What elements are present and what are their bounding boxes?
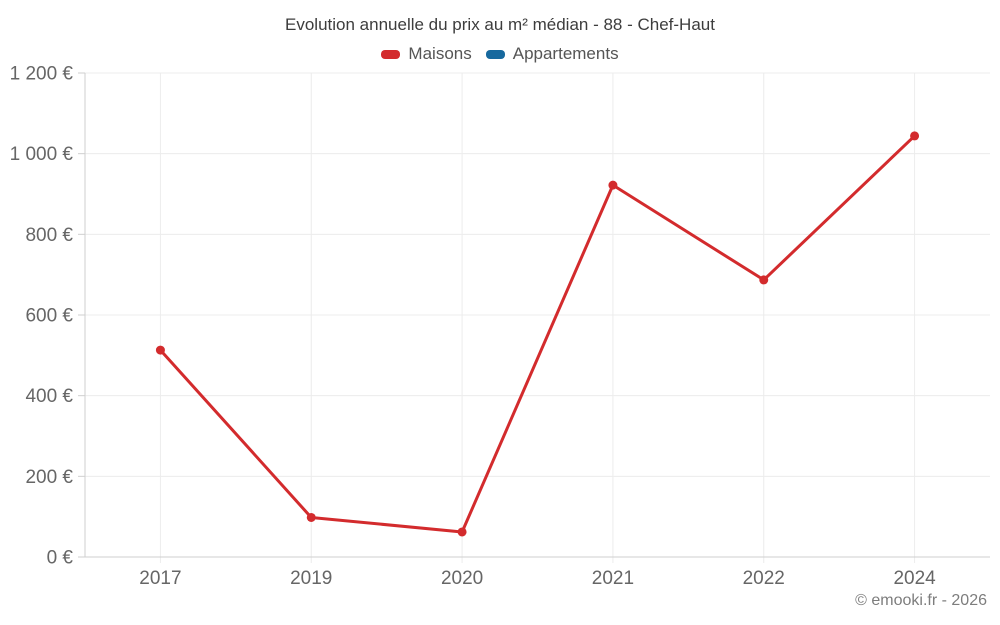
appartements-swatch-icon xyxy=(485,49,505,59)
y-tick-label: 400 € xyxy=(25,386,73,407)
data-point-maisons-2019[interactable] xyxy=(306,512,316,522)
data-point-maisons-2020[interactable] xyxy=(457,527,467,537)
data-point-maisons-2022[interactable] xyxy=(759,275,769,285)
chart-title: Evolution annuelle du prix au m² médian … xyxy=(285,15,715,34)
x-tick-label: 2020 xyxy=(441,568,483,589)
data-point-maisons-2024[interactable] xyxy=(910,131,920,141)
legend-item-maisons[interactable]: Maisons xyxy=(381,44,472,64)
y-tick-label: 200 € xyxy=(25,467,73,488)
y-tick-label: 800 € xyxy=(25,225,73,246)
legend-item-appartements[interactable]: Appartements xyxy=(485,44,619,64)
x-tick-label: 2024 xyxy=(893,568,936,589)
y-tick-label: 1 000 € xyxy=(10,144,74,165)
x-tick-label: 2019 xyxy=(290,568,332,589)
data-point-maisons-2017[interactable] xyxy=(155,345,165,355)
legend-label-appartements: Appartements xyxy=(512,44,619,63)
y-tick-label: 0 € xyxy=(47,548,74,569)
x-tick-label: 2021 xyxy=(592,568,634,589)
y-tick-label: 600 € xyxy=(25,306,73,327)
copyright-text: © emooki.fr - 2026 xyxy=(855,592,987,609)
maisons-swatch-icon xyxy=(381,49,401,59)
chart-legend: Maisons Appartements xyxy=(0,44,1000,64)
x-tick-label: 2017 xyxy=(139,568,181,589)
data-point-maisons-2021[interactable] xyxy=(608,180,618,190)
x-tick-label: 2022 xyxy=(743,568,785,589)
y-tick-label: 1 200 € xyxy=(10,64,74,85)
series-line-maisons xyxy=(158,134,917,534)
legend-label-maisons: Maisons xyxy=(408,44,472,63)
